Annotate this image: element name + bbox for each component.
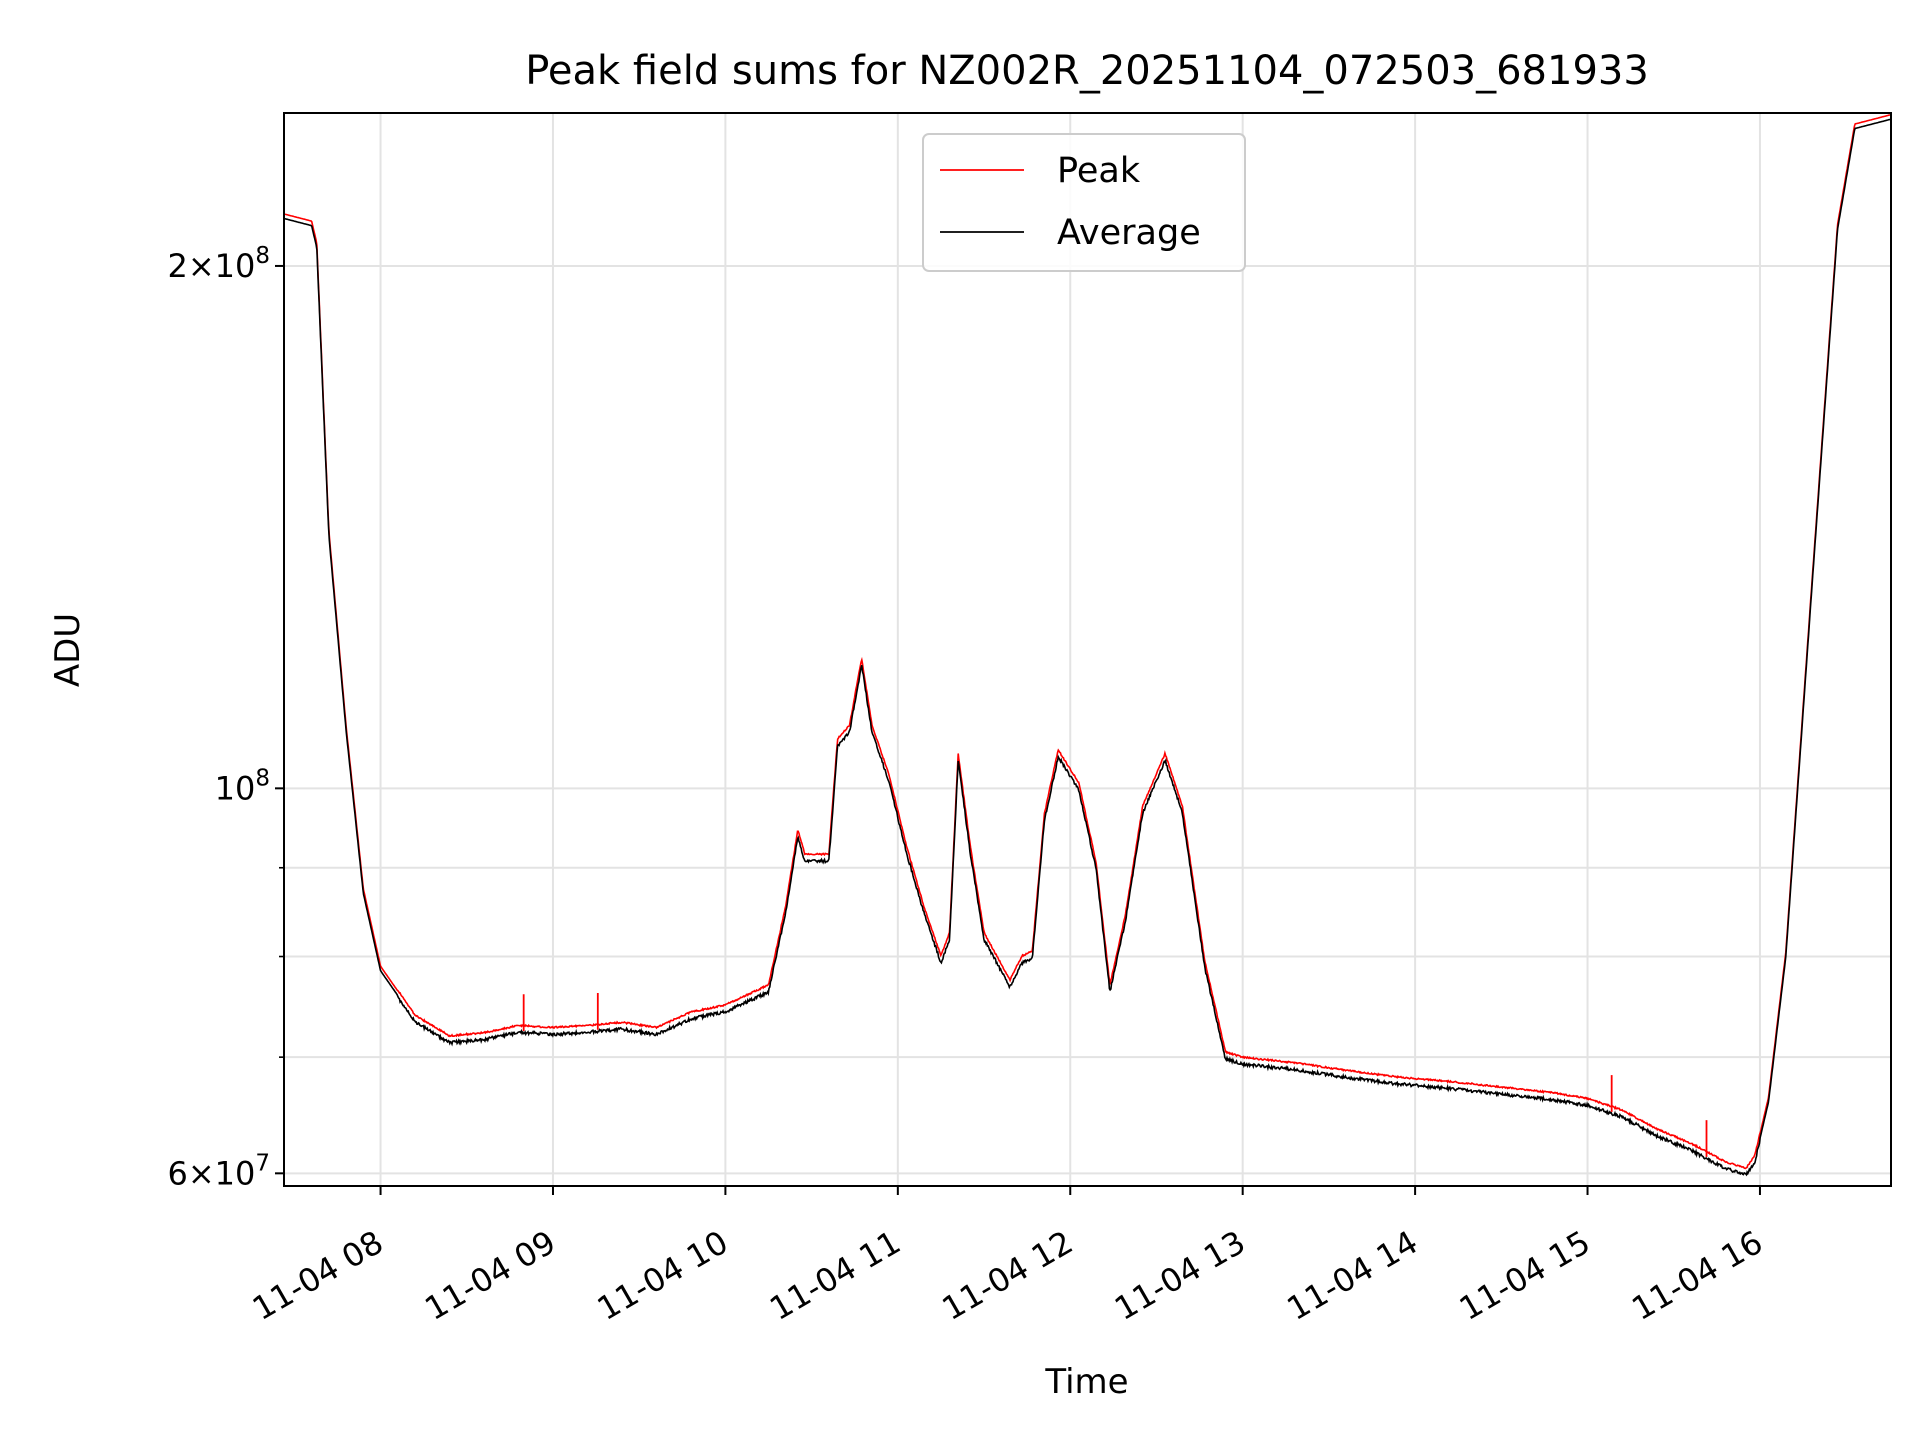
y-tick-label: 6×107 <box>167 1150 270 1192</box>
legend: Peak Average <box>922 133 1246 272</box>
average-series-line <box>283 118 1892 1177</box>
legend-label-average: Average <box>1057 213 1201 253</box>
axes-frame <box>283 112 1892 1187</box>
x-axis-label: Time <box>1044 1362 1128 1402</box>
plot-area <box>283 113 1892 1177</box>
chart-title: Peak field sums for NZ002R_20251104_0725… <box>525 48 1649 94</box>
y-tick-label: 2×108 <box>167 243 270 285</box>
legend-box <box>922 133 1246 272</box>
peak-series-line <box>283 113 1892 1170</box>
y-axis-label: ADU <box>48 613 88 687</box>
y-tick-label: 108 <box>215 765 270 807</box>
legend-label-peak: Peak <box>1057 151 1141 191</box>
